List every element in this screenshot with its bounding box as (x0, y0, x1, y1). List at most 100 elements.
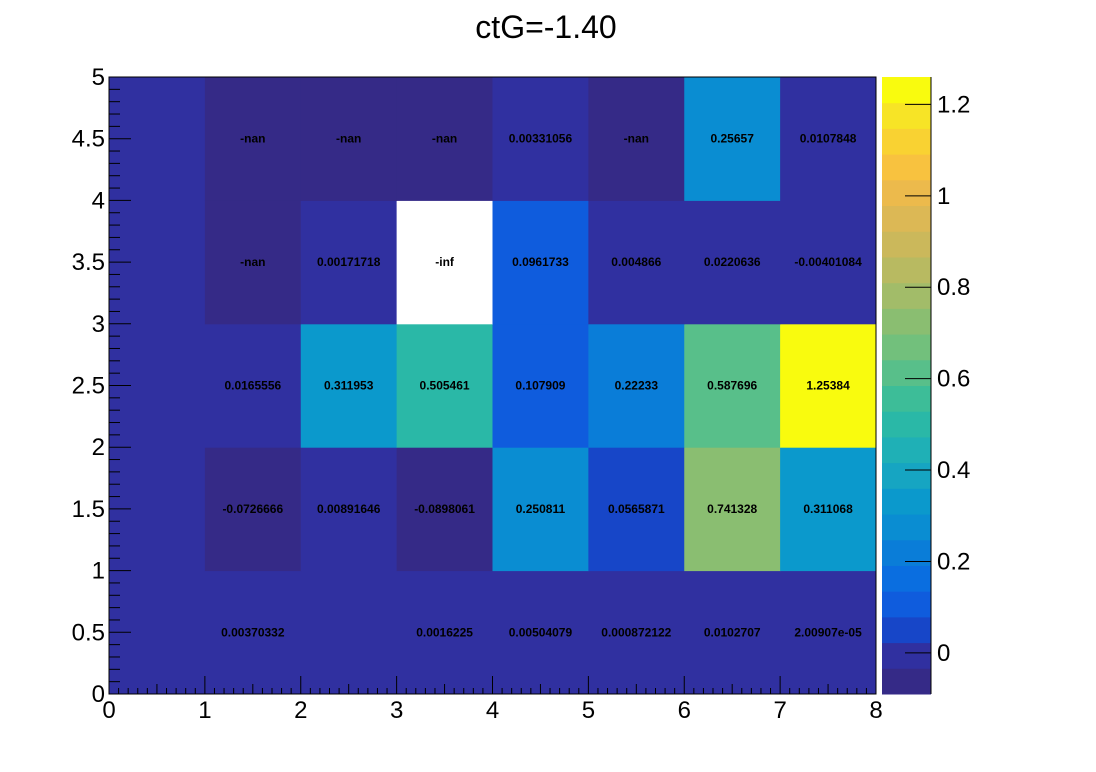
x-tick-label: 2 (294, 697, 307, 724)
cell-value-label: 0.741328 (707, 502, 757, 516)
color-bar-segment (882, 539, 931, 566)
color-bar-segment (882, 385, 931, 412)
cell-value-label: 0.0565871 (608, 502, 665, 516)
cell-value-label: -nan (432, 132, 457, 146)
cell-value-label: 0.00171718 (317, 255, 381, 269)
color-bar-tick-label: 0.8 (937, 274, 970, 301)
cell-value-label: 0.0102707 (704, 625, 761, 639)
color-bar-segment (882, 77, 931, 104)
cell-value-label: 0.587696 (707, 379, 757, 393)
heatmap-cell (588, 447, 685, 572)
heatmap-cell (300, 77, 398, 201)
heatmap-cell (684, 77, 781, 201)
heatmap-cell (300, 200, 398, 325)
heatmap-cell (396, 447, 493, 572)
heatmap-cell (396, 323, 493, 448)
cell-value-label: 0.00891646 (317, 502, 381, 516)
cell-value-label: -0.00401084 (794, 255, 862, 269)
heatmap-cell (780, 77, 877, 201)
heatmap-cell (300, 323, 398, 448)
cell-value-label: -nan (624, 132, 649, 146)
heatmap-cell (588, 77, 685, 201)
heatmap-cell (300, 570, 398, 695)
color-bar-segment (882, 154, 931, 181)
x-tick-label: 8 (869, 697, 882, 724)
cell-value-label: 0.505461 (420, 379, 470, 393)
heatmap-cell (492, 77, 589, 201)
color-bar-tick-label: 0.2 (937, 548, 970, 575)
x-tick-label: 6 (678, 697, 691, 724)
heatmap-cell (780, 570, 877, 695)
cell-value-label: 0.00370332 (221, 625, 285, 639)
y-tick-label: 2.5 (72, 373, 105, 400)
y-tick-label: 5 (92, 64, 105, 91)
cell-value-label: -0.0898061 (414, 502, 475, 516)
y-tick-label: 3.5 (72, 249, 105, 276)
y-tick-label: 2 (92, 434, 105, 461)
x-tick-label: 0 (102, 697, 115, 724)
cell-value-label: 0.0961733 (512, 255, 569, 269)
cell-value-label: 0.000872122 (601, 625, 671, 639)
cell-value-label: -nan (240, 132, 265, 146)
color-bar-segment (882, 565, 931, 592)
cell-value-label: 0.22233 (615, 379, 659, 393)
cell-value-label: 0.311068 (803, 502, 853, 516)
color-bar-segment (882, 591, 931, 618)
heatmap-cell (396, 200, 493, 325)
heatmap-cell (204, 323, 302, 448)
color-bar-segment (882, 436, 931, 464)
heatmap-cell (780, 323, 877, 448)
y-tick-label: 1 (92, 558, 105, 585)
heatmap-cell (492, 323, 589, 448)
heatmap-cell-labels: 0.00370332 0.0016225 0.00504079 0.000872122… (221, 132, 862, 640)
heatmap-cell (780, 200, 877, 325)
y-tick-label: 4.5 (72, 126, 105, 153)
color-bar-tick-label: 1 (937, 183, 950, 210)
heatmap-cell (492, 200, 589, 325)
y-tick-label: 0.5 (72, 619, 105, 646)
heatmap-cell (396, 570, 493, 695)
heatmap-cell (204, 77, 302, 201)
y-tick-label: 3 (92, 311, 105, 338)
cell-value-label: -nan (336, 132, 361, 146)
color-bar-segment (882, 308, 931, 335)
color-bar-segment (882, 616, 931, 644)
color-bar-segment (882, 256, 931, 284)
color-bar-tick-label: 0 (937, 640, 950, 667)
heatmap-cell (204, 200, 302, 325)
heatmap-cell (492, 570, 589, 695)
cell-value-label: 1.25384 (806, 379, 850, 393)
cell-value-label: 0.250811 (516, 502, 566, 516)
y-tick-label: 0 (92, 681, 105, 708)
cell-value-label: 0.00331056 (509, 132, 573, 146)
cell-value-label: -nan (240, 255, 265, 269)
color-bar-segment (882, 102, 931, 129)
color-bar-tick-label: 1.2 (937, 91, 970, 118)
cell-value-label: 0.25657 (710, 132, 754, 146)
heatmap-cell (300, 447, 398, 572)
cell-value-label: 0.107909 (515, 379, 565, 393)
color-bar-segment (882, 642, 931, 669)
color-bar-segment (882, 359, 931, 386)
cell-value-label: 2.00907e-05 (794, 625, 862, 639)
heatmap-cell (684, 200, 781, 325)
color-bar-segment (882, 514, 931, 541)
color-bar-segment (882, 205, 931, 232)
heatmap-cell (684, 570, 781, 695)
y-tick-label: 4 (92, 187, 105, 214)
heatmap-cell (396, 77, 493, 201)
heatmap-cell (492, 447, 589, 572)
heatmap-cell (684, 323, 781, 448)
color-bar-segment (882, 128, 931, 155)
color-bar-segment (882, 668, 931, 695)
heatmap-cell (684, 447, 781, 572)
x-tick-label: 1 (198, 697, 211, 724)
color-bar-segment (882, 488, 931, 515)
heatmap-cells (109, 77, 877, 695)
x-tick-label: 4 (486, 697, 499, 724)
cell-value-label: 0.0107848 (800, 132, 857, 146)
heatmap-cell (204, 570, 302, 695)
heatmap-cell (588, 200, 685, 325)
heatmap-cell (588, 570, 685, 695)
